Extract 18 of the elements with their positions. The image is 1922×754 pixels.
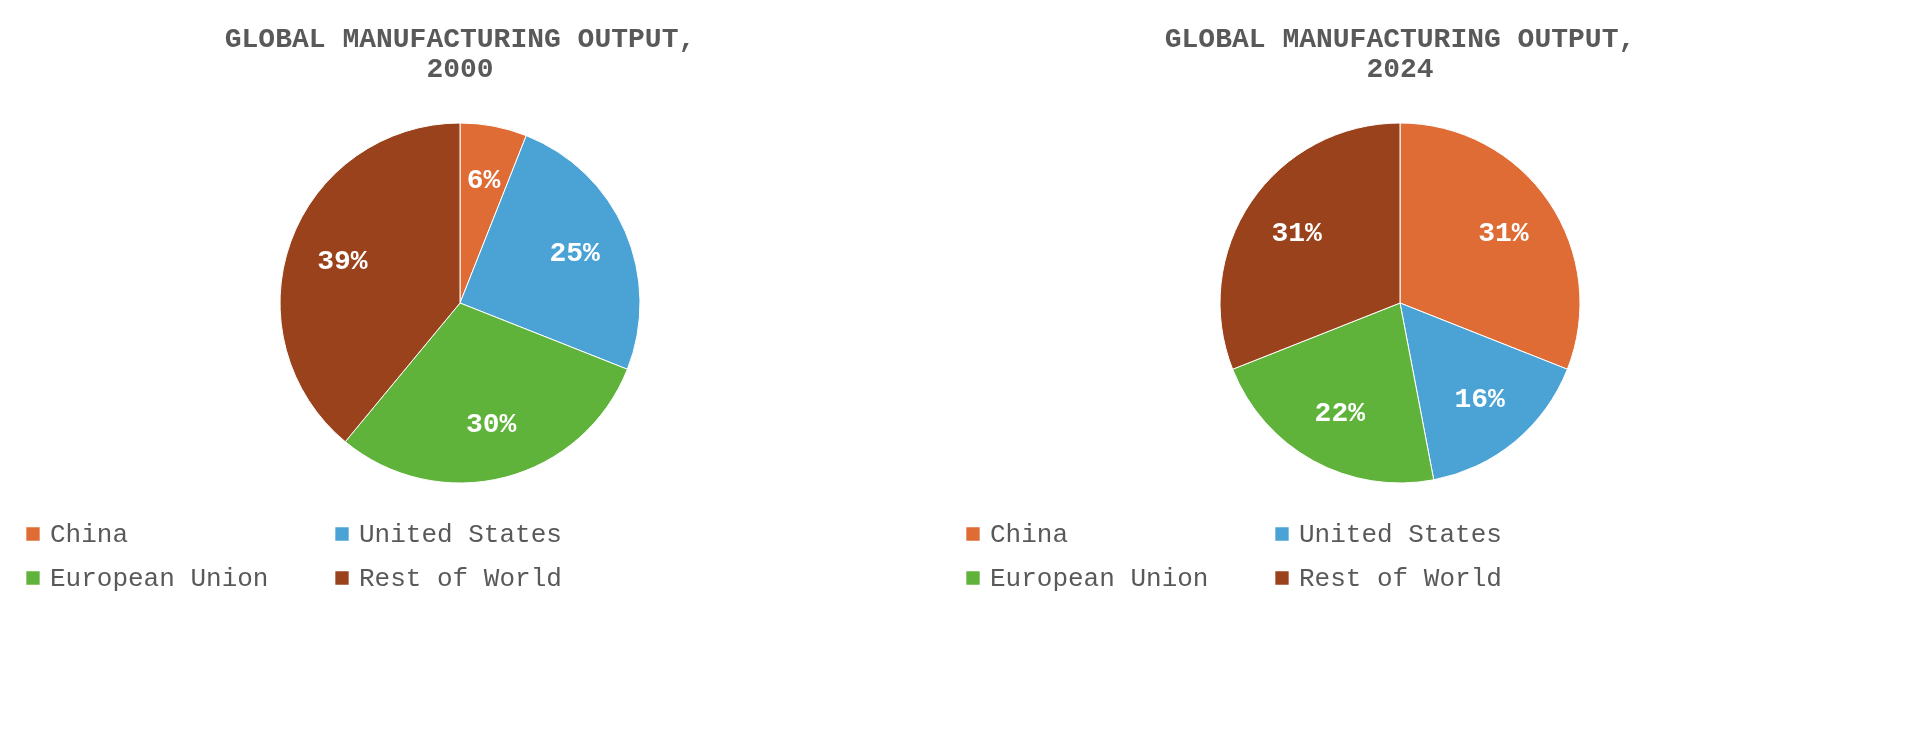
chart-title: GLOBAL MANUFACTURING OUTPUT, 2024 <box>1164 24 1636 85</box>
legend-label: United States <box>359 520 562 550</box>
data-label: 6% <box>466 165 501 197</box>
legend-label: China <box>50 520 129 550</box>
data-label: 31% <box>1271 217 1323 249</box>
data-label: 30% <box>465 409 517 441</box>
data-label: 16% <box>1454 384 1506 416</box>
data-label: 39% <box>317 245 368 277</box>
legend-label: China <box>990 520 1069 550</box>
data-label: 22% <box>1314 397 1366 429</box>
legend-label: Rest of World <box>1299 564 1502 594</box>
legend-label: European Union <box>50 564 269 594</box>
legend-label: Rest of World <box>359 564 562 594</box>
legend-label: European Union <box>990 564 1209 594</box>
chart-title: GLOBAL MANUFACTURING OUTPUT, 2000 <box>224 24 696 85</box>
data-label: 31% <box>1478 217 1529 249</box>
data-label: 25% <box>549 238 601 270</box>
legend-label: United States <box>1299 520 1502 550</box>
